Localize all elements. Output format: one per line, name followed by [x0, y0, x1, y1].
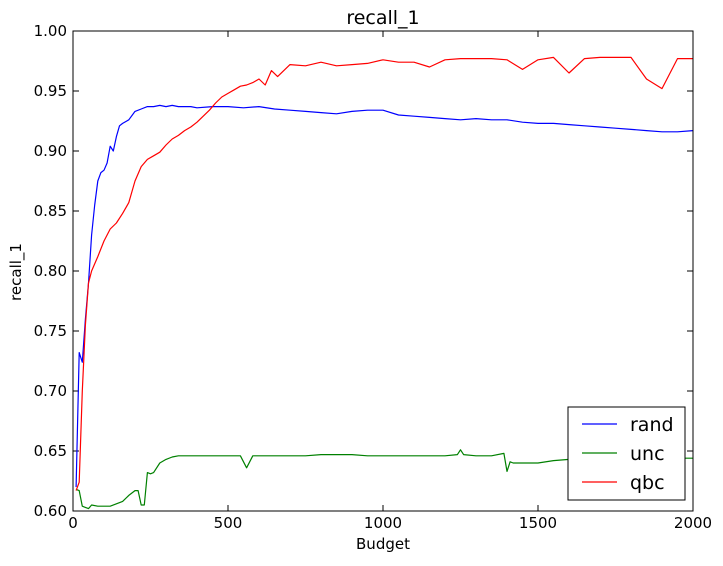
ticks-layer: 0 500 1000 1500 2000 0.60 0.65 0.70 0.75 0.80 0.85… — [34, 22, 713, 532]
x-tick-label: 500 — [214, 514, 243, 532]
x-tick-label: 2000 — [674, 514, 712, 532]
x-tick-label: 0 — [68, 514, 78, 532]
x-tick-label: 1500 — [519, 514, 557, 532]
series-line-unc — [75, 449, 693, 510]
y-tick-label: 0.65 — [34, 442, 67, 460]
y-tick-label: 0.85 — [34, 202, 67, 220]
legend-label-qbc: qbc — [630, 472, 665, 494]
y-tick-label: 0.60 — [34, 502, 67, 520]
y-axis-label: recall_1 — [7, 243, 26, 301]
series-layer — [75, 56, 694, 510]
y-tick-label: 0.70 — [34, 382, 67, 400]
y-tick-label: 0.90 — [34, 142, 67, 160]
series-line-rand — [75, 104, 694, 488]
legend-label-rand: rand — [630, 414, 674, 436]
y-tick-label: 0.80 — [34, 262, 67, 280]
legend: rand unc qbc — [567, 406, 686, 501]
plot-frame — [72, 30, 694, 512]
x-axis-label: Budget — [356, 535, 410, 553]
series-line-qbc — [75, 56, 693, 491]
y-tick-label: 0.75 — [34, 322, 67, 340]
chart-title: recall_1 — [346, 7, 419, 29]
x-tick-label: 1000 — [364, 514, 402, 532]
y-tick-label: 0.95 — [34, 82, 67, 100]
y-tick-label: 1.00 — [34, 22, 67, 40]
legend-label-unc: unc — [630, 443, 665, 465]
